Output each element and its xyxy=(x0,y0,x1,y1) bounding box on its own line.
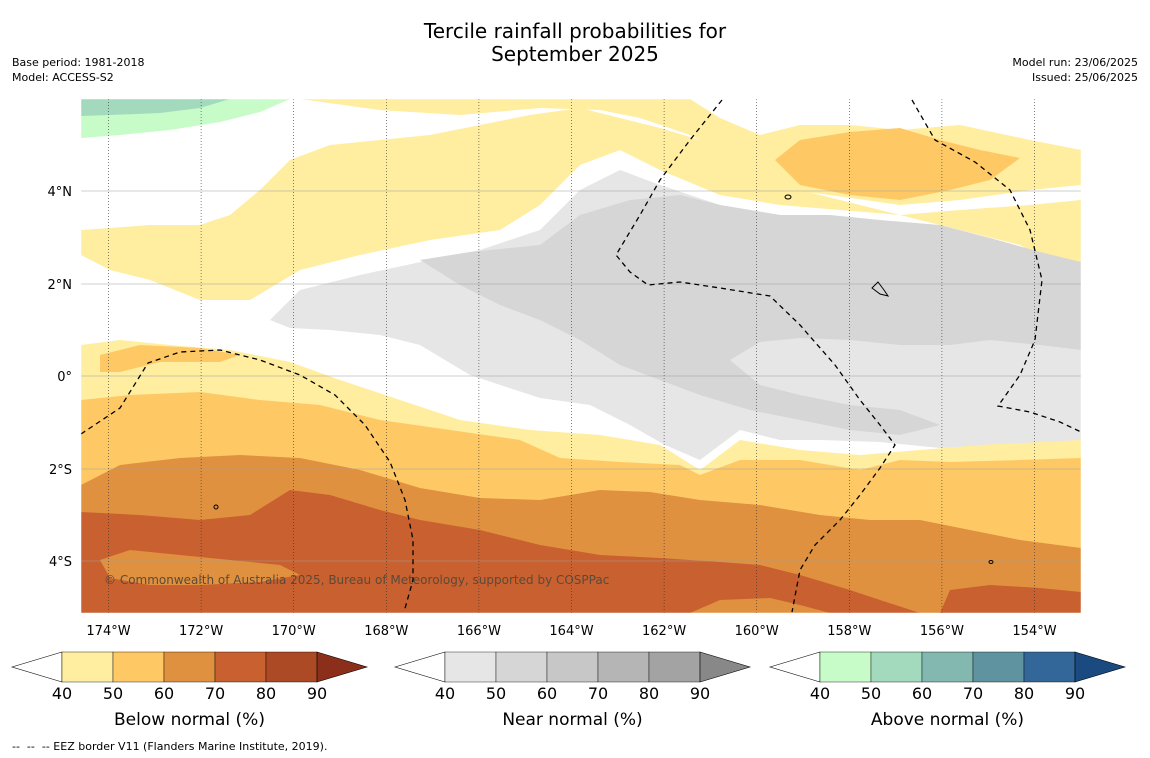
colorbar-segment xyxy=(870,651,923,683)
colorbar-segment xyxy=(597,651,650,683)
colorbar-segment xyxy=(819,651,872,683)
colorbar-tick-label: 70 xyxy=(588,684,608,703)
colorbar-tick-label: 60 xyxy=(154,684,174,703)
meta-left: Base period: 1981-2018 Model: ACCESS-S2 xyxy=(12,55,144,85)
map-title: Tercile rainfall probabilities for Septe… xyxy=(0,20,1150,66)
near-normal-50-60 xyxy=(420,195,1081,435)
lon-label: 154°W xyxy=(1012,624,1056,639)
colorbar-segment xyxy=(444,651,497,683)
colorbar-min-extend xyxy=(768,651,821,683)
colorbar-3: 40 50 60 70 80 90 Above normal (%) xyxy=(768,651,1127,730)
lon-label: 156°W xyxy=(920,624,964,639)
eez-footnote: -- -- -- EEZ border V11 (Flanders Marine… xyxy=(12,740,328,753)
below-normal-70-80 xyxy=(81,490,920,613)
eez-borders xyxy=(80,99,1082,613)
below-normal-60-70-inset xyxy=(100,550,300,585)
lon-label: 160°W xyxy=(735,624,779,639)
colorbar-tick-label: 60 xyxy=(912,684,932,703)
lon-label: 168°W xyxy=(364,624,408,639)
colorbar-tick-label: 80 xyxy=(1014,684,1034,703)
model-run-text: Model run: 23/06/2025 xyxy=(1012,56,1138,69)
lon-label: 166°W xyxy=(457,624,501,639)
colorbar-tick-label: 80 xyxy=(256,684,276,703)
island-2 xyxy=(871,281,890,297)
lat-label-0: 0° xyxy=(57,370,72,385)
eez-border-central xyxy=(615,99,896,613)
island-1 xyxy=(784,194,792,200)
below-normal-50-60-blob-w xyxy=(100,345,240,372)
colorbar-title: Near normal (%) xyxy=(502,710,642,730)
colorbar-tick-label: 90 xyxy=(1065,684,1085,703)
colorbar-segment xyxy=(1023,651,1076,683)
colorbar-tick-label: 50 xyxy=(486,684,506,703)
copyright-text: © Commonwealth of Australia 2025, Bureau… xyxy=(104,573,609,587)
colorbar-min-extend xyxy=(393,651,446,683)
colorbar-tick-label: 60 xyxy=(537,684,557,703)
colorbars: 40 50 60 70 80 90 Below normal (%) 40 50 60 70 80 90… xyxy=(10,651,1127,730)
colorbar-title: Below normal (%) xyxy=(114,710,265,730)
lat-gridlines xyxy=(81,190,1081,562)
base-period-text: Base period: 1981-2018 xyxy=(12,56,145,69)
lat-labels: 4°N 2°N 0° 2°S 4°S xyxy=(48,185,73,570)
colorbar-segment xyxy=(921,651,974,683)
lat-label-2s: 2°S xyxy=(49,463,72,478)
meta-right: Model run: 23/06/2025 Issued: 25/06/2025 xyxy=(1012,55,1138,85)
colorbar-tick-label: 70 xyxy=(205,684,225,703)
colorbar-tick-label: 40 xyxy=(435,684,455,703)
colorbar-max-extend xyxy=(316,651,369,683)
colorbar-segment xyxy=(61,651,114,683)
colorbar-segment xyxy=(495,651,548,683)
below-normal-40-50-north xyxy=(81,108,1081,300)
lon-label: 172°W xyxy=(179,624,223,639)
colorbar-2: 40 50 60 70 80 90 Near normal (%) xyxy=(393,651,752,730)
colorbar-min-extend xyxy=(10,651,63,683)
above-normal-50-60-nw xyxy=(81,99,230,116)
colorbar-segment xyxy=(214,651,267,683)
islands xyxy=(213,194,994,564)
eez-border-east xyxy=(911,99,1082,433)
colorbar-tick-label: 90 xyxy=(690,684,710,703)
island-3 xyxy=(213,504,219,510)
colorbar-segment xyxy=(546,651,599,683)
colorbar-tick-label: 90 xyxy=(307,684,327,703)
colorbar-tick-label: 50 xyxy=(103,684,123,703)
lon-label: 174°W xyxy=(86,624,130,639)
lon-labels: 174°W 172°W 170°W 168°W 166°W 164°W 162°W 160°W… xyxy=(86,624,1056,639)
colorbar-tick-label: 50 xyxy=(861,684,881,703)
model-text: Model: ACCESS-S2 xyxy=(12,71,114,84)
lat-label-4n: 4°N xyxy=(48,185,73,200)
lon-label: 162°W xyxy=(642,624,686,639)
issued-text: Issued: 25/06/2025 xyxy=(1031,71,1138,84)
colorbar-max-extend xyxy=(699,651,752,683)
eez-border-west xyxy=(80,349,414,613)
lat-label-4s: 4°S xyxy=(49,555,72,570)
colorbar-tick-label: 40 xyxy=(810,684,830,703)
colorbar-tick-label: 70 xyxy=(963,684,983,703)
title-line-1: Tercile rainfall probabilities for xyxy=(423,19,727,43)
lon-label: 170°W xyxy=(272,624,316,639)
colorbar-segment xyxy=(163,651,216,683)
colorbar-segment xyxy=(112,651,165,683)
lon-label: 158°W xyxy=(827,624,871,639)
below-normal-60-70-inset-s xyxy=(690,598,830,613)
colorbar-segment xyxy=(265,651,318,683)
colorbar-title: Above normal (%) xyxy=(871,710,1024,730)
map-field xyxy=(81,99,1081,613)
colorbar-tick-label: 40 xyxy=(52,684,72,703)
map-frame xyxy=(80,98,1082,614)
colorbar-1: 40 50 60 70 80 90 Below normal (%) xyxy=(10,651,369,730)
island-4 xyxy=(988,560,994,564)
colorbar-tick-label: 80 xyxy=(639,684,659,703)
colorbar-segment xyxy=(648,651,701,683)
colorbar-segment xyxy=(972,651,1025,683)
title-line-2: September 2025 xyxy=(491,42,659,66)
below-normal-70-80-se xyxy=(940,585,1081,613)
colorbar-max-extend xyxy=(1074,651,1127,683)
lat-label-2n: 2°N xyxy=(48,278,73,293)
lon-label: 164°W xyxy=(549,624,593,639)
below-normal-50-60-blob-ne xyxy=(775,128,1020,200)
